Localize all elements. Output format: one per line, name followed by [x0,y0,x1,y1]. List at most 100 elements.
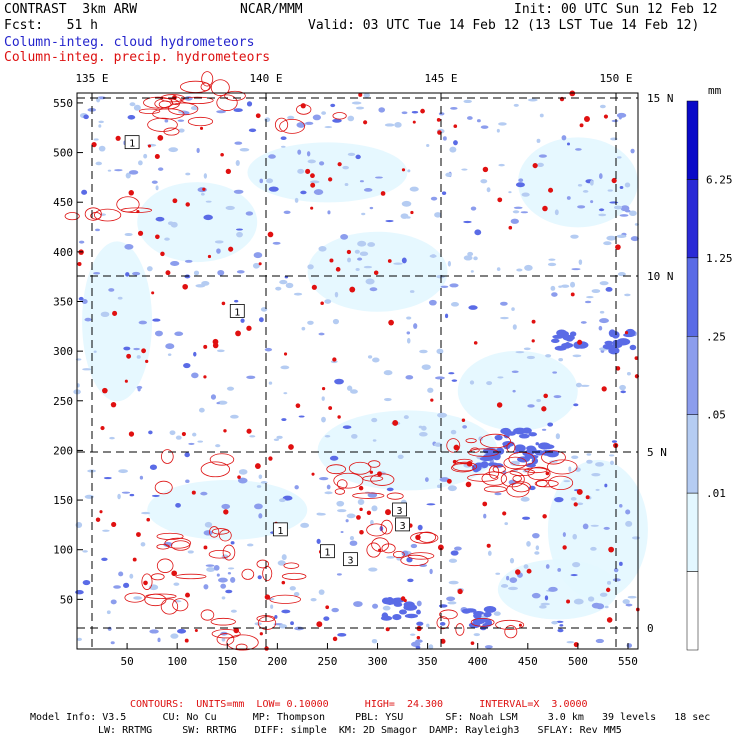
cloud-cell [369,287,378,292]
precip-cell [203,375,207,379]
cloud-cell [548,258,556,261]
cloud-cell [509,577,518,583]
cloud-cell [249,435,256,438]
colorbar-level: .01 [706,487,726,500]
precip-cell [185,592,190,598]
cloud-cell [371,505,378,512]
precip-contour [257,616,277,630]
cloud-cell [513,206,523,209]
cloud-cell [93,138,99,141]
precip-contour [506,482,530,498]
precip-cell [337,162,342,167]
cloud-cell [264,347,273,352]
cloud-cell [332,118,342,123]
cloud-cell [427,387,434,393]
cloud-cell [484,645,493,649]
cloud-cell [630,236,639,242]
cloud-cell [300,190,307,195]
cloud-cell [611,440,618,443]
cloud-cell [405,375,414,380]
contour-label-text: 1 [324,548,330,559]
cloud-cell [444,313,449,319]
cloud-cell [107,169,112,172]
cloud-cell [245,211,254,216]
cloud-cell [205,564,215,567]
precip-contour [156,532,184,540]
cloud-cell [393,262,403,265]
precip-cell [329,258,334,263]
cloud-cell [216,110,226,114]
contour-label-text: 3 [400,521,406,532]
precip-contour [381,543,396,554]
precip-contour [481,471,508,486]
cloud-cell [616,156,622,159]
precip-cell [288,444,294,450]
cloud-cell [386,487,394,492]
cloud-cell [330,103,336,108]
cloud-cell [586,453,592,456]
precip-contour [84,207,102,221]
cloud-cell [277,560,286,566]
precip-contour [511,481,531,493]
cloud-cell [281,609,291,614]
precip-contour [226,634,259,651]
precip-cell [606,617,613,623]
precip-cell [605,587,611,593]
cloud-cell [605,287,613,292]
cloud-cell [617,272,626,277]
cloud-cell [566,641,575,644]
precip-cell [283,352,288,356]
precip-cell [128,431,135,437]
y-tick-label: 350 [53,296,73,309]
cloud-cell [536,399,541,403]
precip-cell [254,463,261,469]
precip-cell [221,301,226,306]
cloud-cell [124,244,134,250]
cloud-cell [554,497,564,503]
cloud-cell [283,392,288,395]
cloud-cell [354,249,360,254]
precip-cell [203,545,208,550]
cloud-cell [275,286,282,291]
cloud-cell [337,509,347,513]
x-tick-label: 50 [120,655,133,668]
cloud-cell [383,370,393,376]
cloud-cell [401,200,412,207]
cloud-cell [598,213,607,217]
precip-cell [518,623,522,627]
cloud-cell [197,440,204,443]
lat-lon-grid [77,93,638,649]
cloud-cell [535,545,540,551]
colorbar-segment [686,571,699,651]
cloud-cell [383,599,397,605]
precip-contour [156,543,170,550]
cloud-cell [625,603,633,607]
precip-contour [171,540,191,551]
cloud-area [517,137,638,228]
cloud-cell [483,605,497,613]
precip-contour [446,438,461,453]
precip-cell [502,511,507,516]
cloud-cell [316,512,322,516]
cloud-cell [236,270,245,274]
axes: 50 100 150 200 250 300 350 400 450 500 55050100150… [53,72,673,668]
cloud-cell [426,143,430,147]
cloud-cell [93,350,97,353]
cloud-cell [363,265,373,269]
precip-cell [300,103,306,109]
cloud-cell [528,485,536,491]
cloud-cell [403,604,418,611]
cloud-cell [573,403,579,407]
cloud-cell [152,318,161,322]
precip-cell [373,270,379,275]
cloud-cell [462,425,468,429]
cloud-cell [76,637,82,641]
precip-contour [456,458,473,464]
cloud-area [247,142,408,203]
precip-cell [325,605,330,610]
precip-cell [137,230,144,236]
precip-contour [527,466,551,481]
cloud-cell [321,396,325,401]
cloud-cell [268,154,276,159]
